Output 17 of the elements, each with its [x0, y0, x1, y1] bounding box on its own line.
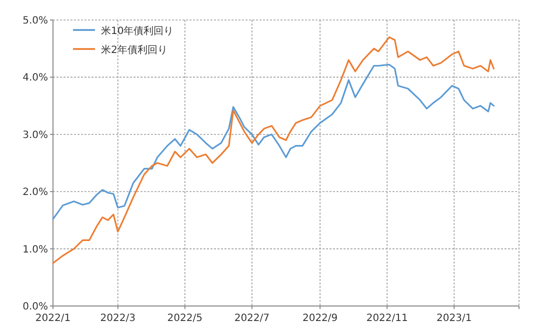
y-tick-label: 3.0%	[22, 130, 48, 141]
y-tick-label: 2.0%	[22, 187, 48, 198]
x-tick-label: 2022/3	[100, 313, 136, 324]
line-series	[52, 64, 495, 220]
y-tick-label: 1.0%	[22, 244, 48, 256]
y-tick-label: 4.0%	[22, 72, 48, 84]
x-tick-label: 2022/9	[302, 313, 338, 324]
x-tick-label: 2022/11	[366, 313, 408, 324]
x-tick-label: 2023/1	[436, 313, 472, 324]
legend-label: 米2年債利回り	[101, 44, 168, 56]
y-tick-label: 5.0%	[22, 16, 48, 26]
x-tick-label: 2022/1	[35, 313, 71, 324]
x-tick-label: 2022/7	[234, 313, 270, 324]
legend-label: 米10年債利回り	[101, 25, 174, 37]
y-tick-label: 0.0%	[22, 302, 48, 312]
line-series	[52, 36, 495, 264]
x-tick-label: 2022/5	[167, 313, 202, 324]
